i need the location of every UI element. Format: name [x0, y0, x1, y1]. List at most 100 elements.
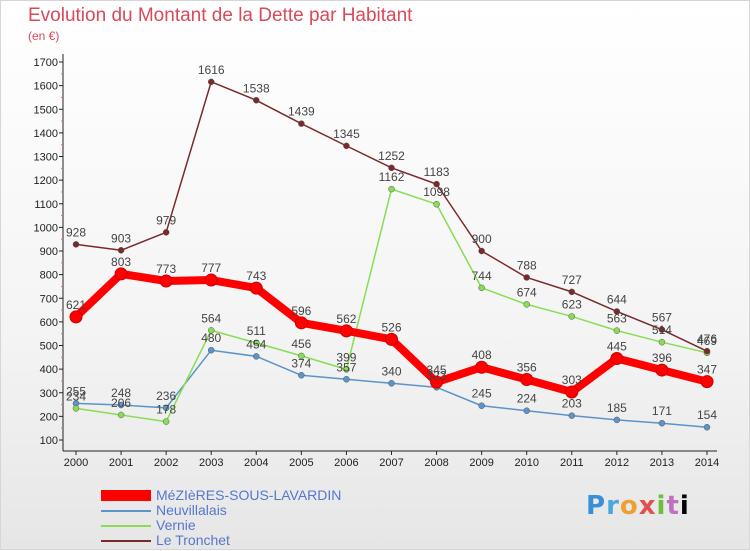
- data-point-0: [294, 316, 308, 330]
- data-label-0: 773: [156, 262, 176, 276]
- legend-item-3: Le Tronchet: [101, 532, 431, 548]
- x-tick-label: 2011: [560, 457, 584, 469]
- data-point-0: [610, 351, 624, 365]
- y-tick-label: 400: [40, 364, 58, 376]
- series-lines: [69, 78, 714, 431]
- data-point-3: [478, 247, 485, 255]
- data-label-3: 1538: [243, 81, 270, 95]
- x-tick-label: 2012: [605, 457, 629, 469]
- data-point-3: [433, 180, 440, 188]
- logo-letter: r: [606, 491, 620, 521]
- data-label-1: 236: [156, 389, 176, 403]
- data-label-1: 255: [66, 384, 86, 398]
- legend-item-1: Neuvillalais: [101, 502, 431, 518]
- data-point-1: [613, 416, 621, 424]
- data-label-1: 357: [336, 360, 356, 374]
- data-label-1: 203: [562, 397, 582, 411]
- x-tick-label: 2002: [154, 457, 178, 469]
- data-label-2: 1098: [423, 185, 450, 199]
- data-label-1: 245: [472, 387, 492, 401]
- x-tick-label: 2005: [289, 457, 313, 469]
- data-label-0: 347: [697, 363, 717, 377]
- logo-letter: o: [619, 491, 639, 521]
- data-label-2: 563: [607, 312, 627, 326]
- y-tick-label: 1100: [34, 199, 58, 211]
- y-tick-label: 200: [40, 411, 58, 423]
- data-point-2: [253, 339, 260, 347]
- data-point-3: [343, 142, 350, 150]
- data-label-2: 469: [697, 334, 717, 348]
- data-label-3: 644: [607, 292, 627, 306]
- data-label-3: 979: [156, 213, 176, 227]
- chart-title: Evolution du Montant de la Dette par Hab…: [28, 5, 413, 26]
- data-label-3: 1616: [198, 63, 225, 77]
- x-tick-label: 2003: [199, 457, 223, 469]
- data-label-1: 185: [607, 401, 627, 415]
- chart-unit: (en €): [28, 29, 60, 43]
- data-point-1: [253, 353, 260, 360]
- data-label-2: 564: [201, 311, 221, 325]
- y-tick-label: 1700: [34, 57, 58, 69]
- data-point-1: [568, 412, 576, 419]
- logo-letter: i: [656, 491, 667, 521]
- data-point-2: [298, 352, 305, 360]
- y-tick-label: 500: [40, 341, 58, 353]
- data-label-0: 596: [291, 304, 311, 318]
- data-label-3: 928: [66, 225, 86, 239]
- y-tick-label: 800: [40, 270, 58, 282]
- y-tick-label: 700: [40, 293, 58, 305]
- data-point-0: [520, 373, 534, 387]
- x-tick-label: 2006: [334, 457, 358, 469]
- data-point-0: [565, 385, 579, 399]
- data-point-3: [298, 120, 305, 127]
- y-tick-label: 900: [40, 246, 58, 258]
- data-point-1: [117, 401, 125, 409]
- legend-item-0: MéZIèRES-SOUS-LAVARDIN: [101, 487, 431, 503]
- data-point-3: [388, 164, 395, 172]
- x-tick-label: 2000: [64, 457, 88, 469]
- legend-label: Neuvillalais: [156, 502, 227, 518]
- data-point-1: [298, 372, 305, 379]
- data-label-3: 476: [697, 332, 717, 346]
- data-point-3: [253, 97, 260, 104]
- data-label-0: 621: [66, 298, 86, 312]
- data-point-3: [162, 229, 170, 236]
- x-tick-label: 2009: [469, 457, 493, 469]
- data-point-2: [568, 313, 576, 320]
- data-label-1: 480: [201, 331, 221, 345]
- data-point-1: [343, 376, 350, 383]
- data-point-0: [114, 267, 128, 281]
- x-tick-label: 2001: [109, 457, 133, 469]
- data-label-2: 1162: [379, 170, 405, 184]
- data-label-2: 456: [291, 337, 311, 351]
- data-point-3: [703, 347, 711, 355]
- data-point-2: [613, 327, 621, 334]
- y-tick-label: 1300: [34, 152, 58, 164]
- proxiti-logo: Proxiti: [586, 491, 690, 521]
- data-point-0: [655, 363, 669, 377]
- data-point-0: [475, 360, 489, 374]
- y-tick-label: 600: [40, 317, 58, 329]
- data-label-2: 514: [652, 323, 672, 337]
- data-label-0: 303: [562, 373, 582, 387]
- data-label-0: 526: [381, 320, 401, 334]
- data-label-2: 744: [472, 269, 492, 283]
- data-point-1: [703, 423, 711, 431]
- legend-label: Vernie: [156, 517, 196, 533]
- data-point-3: [613, 308, 621, 315]
- y-tick-label: 1000: [34, 222, 58, 234]
- data-label-3: 727: [562, 273, 582, 287]
- data-point-1: [162, 404, 170, 412]
- data-label-3: 900: [472, 232, 492, 246]
- data-point-2: [162, 418, 170, 425]
- data-point-1: [478, 402, 485, 409]
- y-tick-label: 100: [40, 435, 58, 447]
- data-label-0: 562: [336, 312, 356, 326]
- x-tick-label: 2014: [695, 457, 719, 469]
- data-point-3: [658, 326, 666, 333]
- legend-label: Le Tronchet: [156, 532, 230, 548]
- data-label-1: 171: [652, 404, 672, 418]
- data-point-0: [159, 274, 173, 288]
- y-tick-label: 1400: [34, 128, 58, 140]
